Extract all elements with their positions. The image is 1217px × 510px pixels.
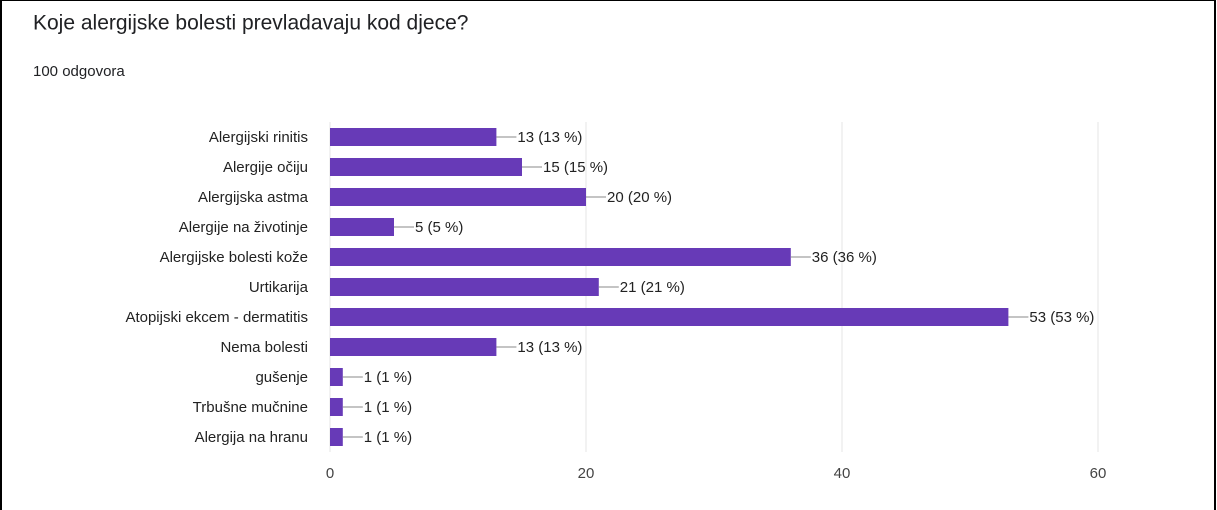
data-label: 1 (1 %)	[364, 429, 412, 446]
data-label: 21 (21 %)	[620, 279, 685, 296]
bar	[330, 218, 394, 236]
y-tick-label: Nema bolesti	[220, 339, 308, 356]
bar	[330, 428, 343, 446]
data-label: 5 (5 %)	[415, 219, 463, 236]
data-label: 1 (1 %)	[364, 399, 412, 416]
y-tick-label: Trbušne mučnine	[193, 399, 308, 416]
y-tick-label: Alergijski rinitis	[209, 129, 308, 146]
bar	[330, 188, 586, 206]
bar	[330, 338, 497, 356]
y-tick-label: Alergije očiju	[223, 159, 308, 176]
y-tick-label: Alergije na životinje	[179, 219, 308, 236]
data-label: 13 (13 %)	[517, 129, 582, 146]
y-tick-label: Alergijska astma	[198, 189, 309, 206]
bar	[330, 158, 522, 176]
x-tick-label: 0	[326, 465, 334, 482]
x-tick-label: 60	[1090, 465, 1107, 482]
y-tick-label: Atopijski ekcem - dermatitis	[125, 309, 308, 326]
chart-subtitle: 100 odgovora	[33, 63, 125, 80]
data-label: 1 (1 %)	[364, 369, 412, 386]
bar	[330, 128, 497, 146]
x-tick-label: 40	[834, 465, 851, 482]
data-label: 36 (36 %)	[812, 249, 877, 266]
data-label: 15 (15 %)	[543, 159, 608, 176]
bar	[330, 248, 791, 266]
data-label: 20 (20 %)	[607, 189, 672, 206]
x-tick-label: 20	[578, 465, 595, 482]
bar	[330, 368, 343, 386]
data-label: 13 (13 %)	[517, 339, 582, 356]
data-label: 53 (53 %)	[1029, 309, 1094, 326]
y-tick-label: Urtikarija	[249, 279, 309, 296]
y-tick-label: gušenje	[255, 369, 308, 386]
bar	[330, 398, 343, 416]
bar	[330, 278, 599, 296]
y-tick-label: Alergijske bolesti kože	[160, 249, 308, 266]
chart-title: Koje alergijske bolesti prevladavaju kod…	[33, 12, 468, 35]
bar	[330, 308, 1009, 326]
y-tick-label: Alergija na hranu	[195, 429, 308, 446]
